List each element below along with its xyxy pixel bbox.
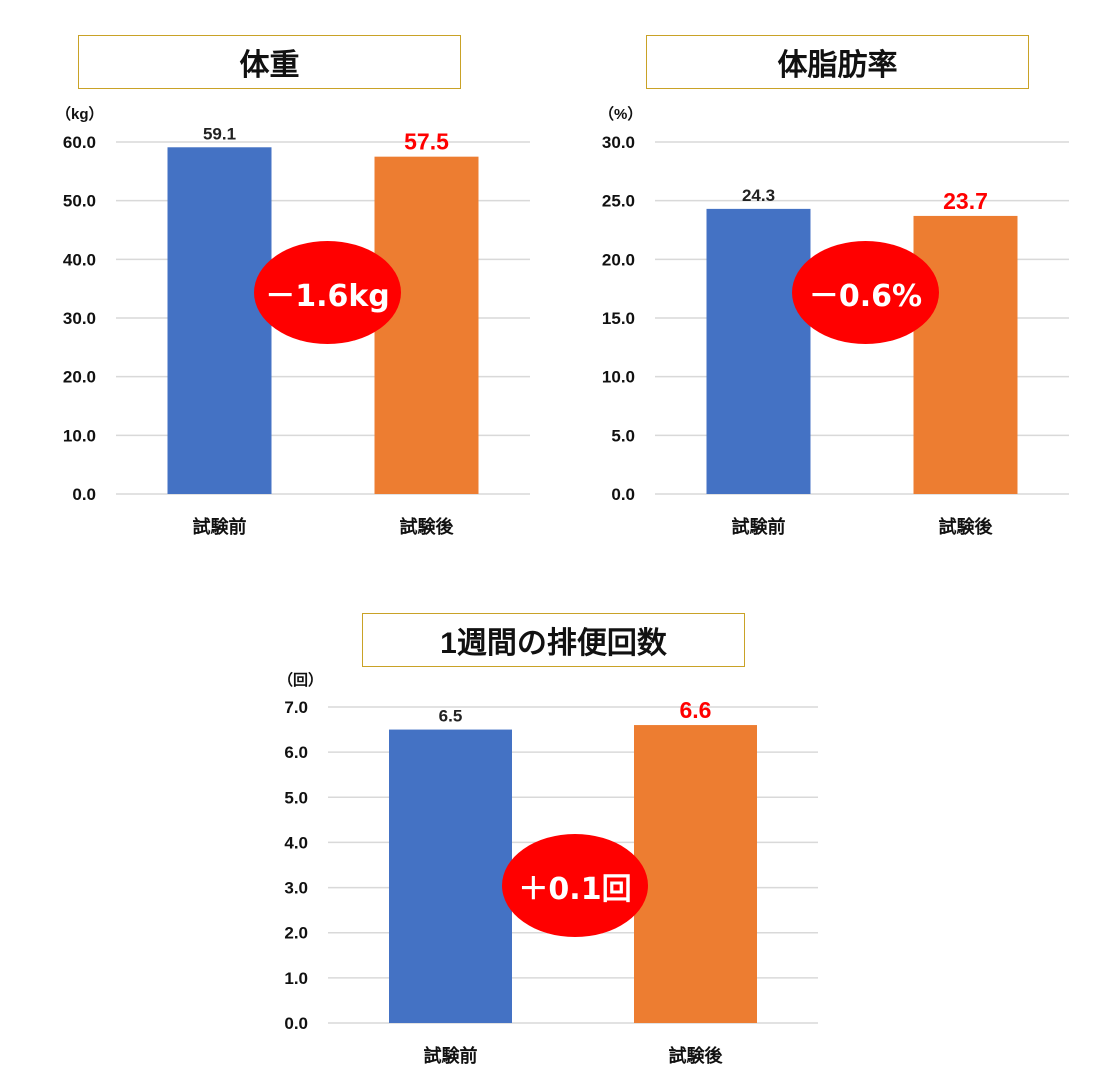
y-tick-label: 3.0 [284,879,308,898]
unit-label-bowel-movements: （回） [278,672,324,689]
change-badge-weight: －1.6kg [254,241,401,344]
y-tick-label: 10.0 [63,426,96,445]
y-tick-label: 60.0 [63,133,96,152]
bar-after [634,725,757,1023]
y-tick-label: 10.0 [602,368,635,387]
x-category-label: 試験後 [669,1045,724,1067]
y-tick-label: 0.0 [611,485,635,504]
y-tick-label: 50.0 [63,192,96,211]
y-tick-label: 0.0 [284,1014,308,1033]
data-label-after: 6.6 [680,697,712,723]
y-tick-label: 30.0 [63,309,96,328]
y-tick-label: 1.0 [284,969,308,988]
x-category-label: 試験前 [424,1045,478,1067]
y-tick-label: 20.0 [63,368,96,387]
bar-before [389,729,512,1023]
data-label-after: 57.5 [404,129,449,155]
unit-label-body-fat: （%） [599,106,643,123]
y-tick-label: 7.0 [284,698,308,717]
y-tick-label: 30.0 [602,133,635,152]
chart-title-body-fat: 体脂肪率 [646,35,1029,89]
chart-title-bowel-movements: 1週間の排便回数 [362,613,745,667]
bar-after [913,215,1018,495]
x-category-label: 試験後 [939,516,994,538]
y-tick-label: 2.0 [284,924,308,943]
x-category-label: 試験前 [193,516,247,538]
y-tick-label: 4.0 [284,833,308,852]
y-tick-label: 40.0 [63,250,96,269]
x-category-label: 試験後 [400,516,455,538]
bar-after [374,156,479,494]
y-tick-label: 6.0 [284,743,308,762]
unit-label-weight: （kg） [56,106,104,123]
y-tick-label: 5.0 [611,426,635,445]
bar-before [706,208,811,494]
y-tick-label: 15.0 [602,309,635,328]
data-label-before: 6.5 [439,707,463,726]
change-badge-bowel-movements: ＋0.1回 [502,834,648,937]
y-tick-label: 25.0 [602,192,635,211]
data-label-before: 24.3 [742,186,775,205]
y-tick-label: 20.0 [602,250,635,269]
bar-before [167,147,272,494]
chart-title-weight: 体重 [78,35,461,89]
data-label-before: 59.1 [203,124,236,143]
change-badge-body-fat: －0.6% [792,241,939,344]
y-tick-label: 5.0 [284,788,308,807]
data-label-after: 23.7 [943,188,988,214]
x-category-label: 試験前 [732,516,786,538]
y-tick-label: 0.0 [72,485,96,504]
